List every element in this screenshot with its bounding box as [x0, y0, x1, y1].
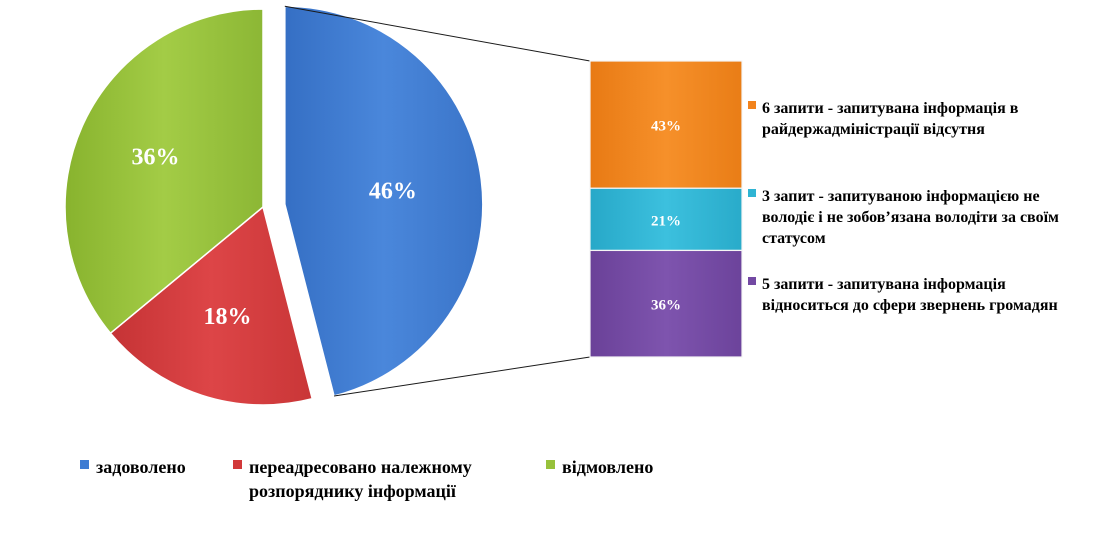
pie-label-refused: 36% [132, 144, 180, 170]
breakdown-legend-item-cyan: 3 запит - запитуваною інформацією не вол… [748, 186, 1093, 249]
legend-marker-blue [80, 460, 89, 469]
legend-text-satisfied: задоволено [96, 457, 186, 477]
legend-marker-orange [748, 101, 756, 109]
pie-label-satisfied: 46% [369, 179, 417, 205]
pie-label-redirected: 18% [204, 304, 252, 330]
breakdown-label-not-owner: 21% [651, 213, 681, 229]
breakdown-segment-absent [589, 60, 743, 189]
legend-marker-red [233, 460, 242, 469]
breakdown-legend-item-purple: 5 запити - запитувана інформація відноси… [748, 274, 1093, 316]
connector-line-bottom [333, 356, 591, 397]
legend-text-absent: 6 запити - запитувана інформація в райде… [762, 100, 1019, 138]
legend-marker-cyan [748, 189, 756, 197]
pie-legend-item-green: відмовлено [546, 455, 706, 479]
legend-text-not-owner: 3 запит - запитуваною інформацією не вол… [762, 188, 1059, 247]
breakdown-segment-appeals [589, 249, 743, 358]
legend-text-refused: відмовлено [562, 457, 654, 477]
legend-marker-purple [748, 277, 756, 285]
pie-slice-redirected [109, 205, 314, 406]
breakdown-label-appeals: 36% [651, 298, 681, 314]
breakdown-segment-not-owner [589, 187, 743, 252]
pie-slice-refused [64, 8, 264, 335]
pie-slice-satisfied [284, 5, 484, 397]
breakdown-legend-item-orange: 6 запити - запитувана інформація в райде… [748, 98, 1093, 140]
pie-legend-item-blue: задоволено [80, 455, 220, 479]
connector-line-top [284, 5, 591, 62]
pie-legend: задоволено переадресовано належному розп… [0, 455, 1105, 515]
pie-legend-item-red: переадресовано належному розпоряднику ін… [233, 455, 533, 503]
legend-marker-green [546, 460, 555, 469]
legend-text-appeals: 5 запити - запитувана інформація відноси… [762, 276, 1058, 314]
breakdown-label-absent: 43% [651, 119, 681, 135]
legend-text-redirected: переадресовано належному розпоряднику ін… [249, 457, 472, 501]
